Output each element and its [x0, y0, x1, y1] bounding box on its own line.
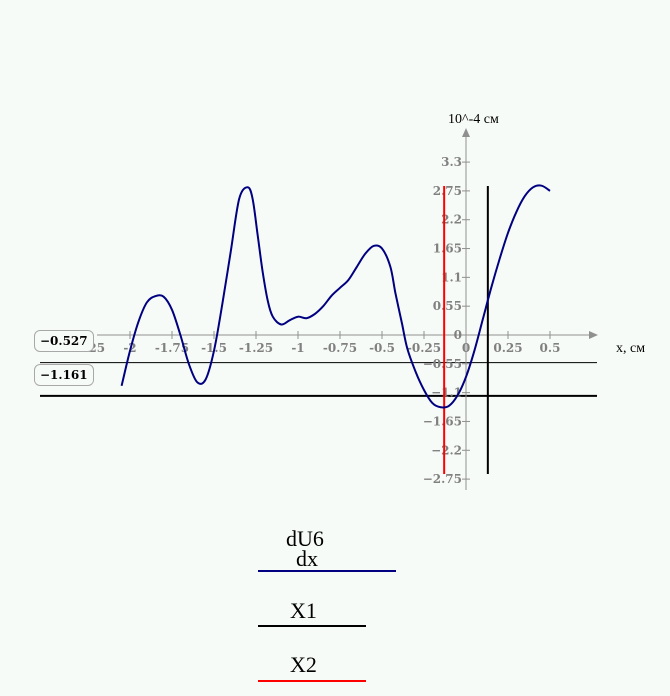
legend-item-x2: X2: [258, 652, 398, 684]
y-tick-label: 2.2: [441, 213, 462, 227]
y-tick-label: −2.2: [431, 443, 462, 457]
legend-item-du6-dx: dU6 dx: [258, 526, 398, 578]
marker-value-box-2[interactable]: −1.161: [34, 364, 94, 386]
y-axis-arrow: [462, 128, 470, 137]
legend-item-x1: X1: [258, 598, 398, 630]
legend-label-numerator: dU6: [286, 526, 324, 551]
x-tick-label: -0.25: [407, 341, 441, 355]
vertical-lines: [443, 186, 489, 474]
marker-value-box-1[interactable]: −0.527: [34, 330, 94, 352]
y-tick-label: −2.75: [423, 472, 462, 486]
legend-line-x2: [258, 680, 366, 682]
x-tick-label: 0.5: [540, 341, 561, 355]
x-tick-label: -1: [291, 341, 304, 355]
series-line-du6-dx: [120, 184, 551, 409]
y-tick-label: 0.55: [433, 299, 462, 313]
y-tick-label: −0.55: [423, 357, 462, 371]
x-axis-arrow: [589, 331, 598, 339]
y-ticks: 3.32.752.21.651.10.550−0.55−1.1−1.65−2.2…: [423, 155, 470, 486]
legend-label-x2: X2: [290, 652, 317, 677]
legend-line-du6-dx: [258, 570, 396, 572]
x-tick-label: -1.25: [239, 341, 273, 355]
x-tick-label: -0.5: [369, 341, 395, 355]
x-tick-label: -0.75: [323, 341, 357, 355]
y-unit-label: 10^-4 см: [448, 112, 499, 127]
y-tick-label: −1.1: [431, 386, 462, 400]
x-tick-label: 0.25: [493, 341, 522, 355]
x-tick-label: -1.75: [155, 341, 189, 355]
legend-line-x1: [258, 625, 366, 627]
legend-label-denominator: dx: [296, 546, 318, 571]
y-tick-label: 1.65: [433, 242, 462, 256]
y-tick-label: −1.65: [423, 414, 462, 428]
y-tick-label: 0: [454, 328, 462, 342]
x-tick-label: 0: [462, 341, 470, 355]
x-ticks: -2.25-2-1.75-1.5-1.25-1-0.75-0.5-0.2500.…: [71, 331, 561, 355]
y-tick-label: 3.3: [441, 155, 462, 169]
legend-label-x1: X1: [290, 598, 317, 623]
x-unit-label: x, см: [616, 341, 645, 356]
y-tick-label: 1.1: [441, 270, 462, 284]
y-tick-label: 2.75: [433, 184, 462, 198]
horizontal-markers: [40, 362, 597, 397]
